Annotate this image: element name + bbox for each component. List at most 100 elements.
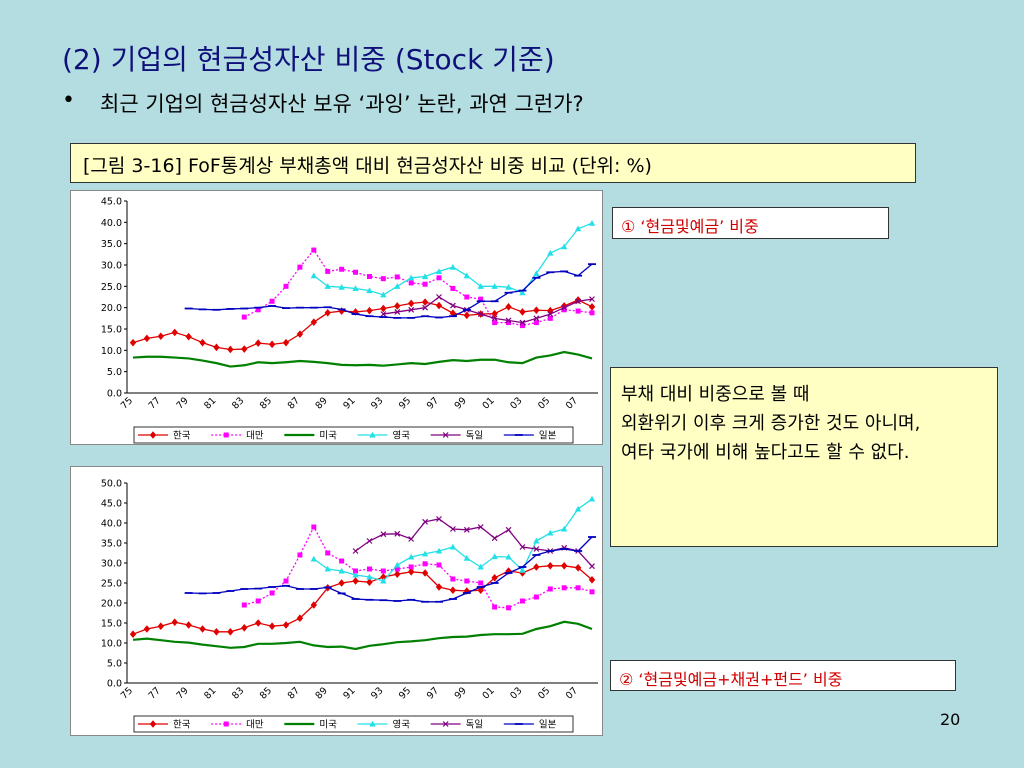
marker <box>297 552 303 558</box>
marker <box>310 318 318 326</box>
marker <box>352 577 359 585</box>
legend-label: 대만 <box>246 720 264 731</box>
y-tick-label: 40.0 <box>101 519 122 530</box>
marker <box>575 308 581 314</box>
x-tick-label: 07 <box>564 685 580 701</box>
marker <box>519 319 526 326</box>
marker <box>339 558 345 564</box>
marker <box>463 272 471 279</box>
x-tick-label: 01 <box>480 685 496 701</box>
marker <box>338 579 345 587</box>
marker <box>533 320 539 326</box>
x-tick-label: 05 <box>536 685 552 701</box>
marker <box>394 274 400 280</box>
marker <box>561 304 568 311</box>
marker <box>407 299 415 308</box>
marker <box>491 315 498 322</box>
marker <box>588 219 596 226</box>
marker <box>477 563 484 570</box>
legend-label: 일본 <box>539 431 557 442</box>
bullet-text: 최근 기업의 현금성자산 보유 ‘과잉’ 논란, 과연 그런가? <box>100 92 584 116</box>
marker <box>380 568 386 574</box>
marker <box>325 268 331 274</box>
legend-label: 한국 <box>173 431 191 442</box>
marker <box>283 578 289 584</box>
marker <box>296 614 304 622</box>
marker <box>547 586 553 592</box>
marker <box>505 317 512 324</box>
marker <box>464 578 470 584</box>
marker <box>213 343 220 352</box>
marker <box>339 266 345 272</box>
marker <box>519 308 526 316</box>
x-tick-label: 93 <box>369 395 385 411</box>
chart: 0.05.010.015.020.025.030.035.040.045.075… <box>70 190 603 445</box>
marker <box>269 590 275 596</box>
marker <box>589 563 595 570</box>
marker <box>436 562 442 568</box>
bullet-marker: • <box>62 88 75 113</box>
marker <box>254 339 262 347</box>
marker <box>394 309 401 315</box>
marker <box>352 285 359 292</box>
marker <box>506 320 512 326</box>
x-tick-label: 81 <box>202 685 218 701</box>
marker <box>463 311 471 320</box>
marker <box>223 432 229 438</box>
chart-frame <box>70 190 603 445</box>
marker <box>505 553 512 560</box>
chart-frame <box>70 466 603 736</box>
marker <box>574 225 582 232</box>
marker <box>366 274 372 280</box>
marker <box>352 571 359 578</box>
marker <box>533 306 540 315</box>
marker <box>268 622 276 630</box>
marker <box>422 281 428 287</box>
marker <box>353 568 359 574</box>
chart-label: ② ‘현금및예금+채권+펀드’ 비중 <box>610 660 956 691</box>
marker <box>227 628 234 636</box>
marker <box>408 306 415 313</box>
marker <box>533 270 540 277</box>
x-tick-label: 05 <box>536 395 552 411</box>
series-line <box>132 350 593 368</box>
marker <box>575 585 581 591</box>
marker <box>421 298 429 306</box>
legend-frame <box>133 715 574 733</box>
y-tick-label: 45.0 <box>101 499 122 510</box>
marker <box>143 334 151 343</box>
marker <box>478 580 484 586</box>
y-tick-label: 5.0 <box>107 367 122 378</box>
marker <box>241 314 247 320</box>
marker <box>491 553 498 560</box>
marker <box>491 535 498 542</box>
marker <box>241 345 248 353</box>
x-tick-label: 99 <box>453 395 469 411</box>
marker <box>519 544 526 550</box>
series-line <box>132 620 593 651</box>
y-tick-label: 25.0 <box>101 579 122 590</box>
legend-label: 미국 <box>319 431 337 442</box>
marker <box>505 283 512 290</box>
marker <box>185 621 192 629</box>
chart-label: ① ‘현금및예금’ 비중 <box>612 207 889 239</box>
marker <box>223 721 229 727</box>
marker <box>255 598 261 604</box>
marker <box>311 247 317 253</box>
y-tick-label: 20.0 <box>101 303 122 314</box>
marker <box>394 530 401 537</box>
marker <box>407 568 415 576</box>
x-tick-label: 95 <box>397 685 413 701</box>
marker <box>422 304 429 311</box>
marker <box>369 720 376 727</box>
marker <box>449 302 456 309</box>
marker <box>449 543 457 550</box>
marker <box>282 621 290 629</box>
marker <box>435 301 443 310</box>
marker <box>422 518 429 525</box>
marker <box>491 283 498 289</box>
marker <box>394 566 400 572</box>
marker <box>325 550 331 556</box>
x-tick-label: 83 <box>230 685 246 701</box>
y-tick-label: 5.0 <box>107 659 122 670</box>
